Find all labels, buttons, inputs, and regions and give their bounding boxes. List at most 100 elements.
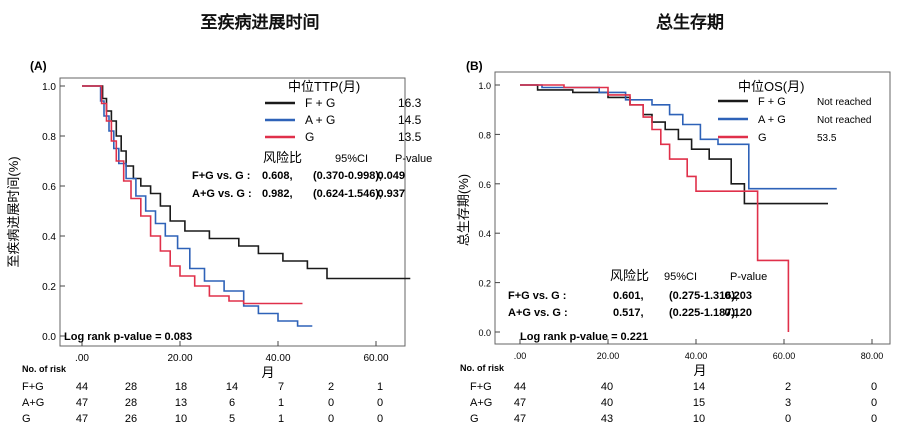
stats-cell: 0.982, — [262, 188, 293, 200]
risk-cell: 15 — [693, 397, 705, 409]
legend-median: Not reached — [817, 97, 871, 108]
legend-median: 14.5 — [398, 113, 422, 127]
legend-label: G — [305, 130, 314, 144]
stats-cell: 0.049 — [377, 170, 405, 182]
risk-cell: 1 — [278, 397, 284, 409]
y-tick-label: 0.6 — [478, 180, 491, 190]
risk-cell: 0 — [328, 397, 334, 409]
risk-cell: 47 — [514, 413, 526, 425]
x-tick-label: .00 — [514, 351, 527, 361]
x-tick-label: 80.00 — [861, 351, 884, 361]
logrank-text: Log rank p-value = 0.221 — [520, 331, 648, 343]
y-tick-label: 1.0 — [42, 82, 56, 93]
chart-b-title: 总生存期 — [656, 13, 724, 33]
chart-b: (B) 0.0 0.2 0.4 0.6 0.8 1.0 .00 20.00 40.00 60.00 8… — [456, 59, 891, 425]
risk-cell: 28 — [125, 397, 137, 409]
y-tick-label: 0.2 — [42, 282, 56, 293]
risk-cell: 14 — [693, 381, 705, 393]
legend-median: 53.5 — [817, 133, 837, 144]
stats-header: 95%CI — [664, 271, 697, 283]
legend-label: G — [758, 132, 767, 144]
chart-a: (A) 0.0 0.2 0.4 0.6 0.8 1.0 .00 20.00 40.00 60.00 至… — [6, 59, 432, 425]
series-line-ag — [520, 84, 837, 190]
y-tick-label: 0.0 — [478, 328, 491, 338]
risk-row-label: A+G — [470, 397, 492, 409]
series-line-ag — [82, 85, 313, 327]
stats-header: 95%CI — [335, 153, 368, 165]
risk-row-label: F+G — [22, 381, 44, 393]
series-line-fg — [82, 85, 411, 280]
stats-cell: A+G vs. G : — [508, 307, 568, 319]
logrank-text: Log rank p-value = 0.083 — [64, 331, 192, 343]
risk-cell: 26 — [125, 413, 137, 425]
chart-a-title: 至疾病进展时间 — [200, 13, 320, 33]
risk-cell: 47 — [76, 413, 88, 425]
y-tick-label: 0.6 — [42, 182, 56, 193]
risk-cell: 18 — [175, 381, 187, 393]
risk-row-label: F+G — [470, 381, 492, 393]
stats-cell: (0.624-1.546), — [313, 188, 382, 200]
legend-median: Not reached — [817, 115, 871, 126]
risk-cell: 2 — [328, 381, 334, 393]
risk-cell: 3 — [785, 397, 791, 409]
stats-header: 风险比 — [610, 268, 649, 283]
risk-cell: 0 — [785, 413, 791, 425]
risk-cell: 2 — [785, 381, 791, 393]
stats-cell: 0.937 — [377, 188, 405, 200]
legend-median: 16.3 — [398, 96, 422, 110]
stats-cell: F+G vs. G : — [192, 170, 250, 182]
risk-cell: 6 — [229, 397, 235, 409]
risk-cell: 0 — [871, 397, 877, 409]
y-axis-label: 至疾病进展时间(%) — [6, 156, 21, 267]
risk-cell: 0 — [871, 413, 877, 425]
risk-cell: 40 — [601, 397, 613, 409]
risk-row-label: G — [470, 413, 479, 425]
risk-cell: 0 — [377, 397, 383, 409]
legend-label: A + G — [305, 113, 335, 127]
risk-cell: 14 — [226, 381, 238, 393]
y-tick-label: 0.0 — [42, 332, 56, 343]
panel-label: (A) — [30, 59, 47, 73]
plot-frame — [59, 77, 406, 347]
risk-cell: 28 — [125, 381, 137, 393]
risk-table-header: No. of risk — [460, 363, 505, 373]
legend-title: 中位OS(月) — [738, 79, 804, 94]
stats-cell: (0.370-0.998), — [313, 170, 382, 182]
y-tick-label: 1.0 — [478, 81, 491, 91]
legend-label: F + G — [758, 96, 786, 108]
legend-title: 中位TTP(月) — [288, 79, 360, 94]
risk-cell: 10 — [175, 413, 187, 425]
risk-cell: 47 — [514, 397, 526, 409]
x-tick-label: .00 — [75, 353, 89, 364]
panel-label: (B) — [466, 59, 483, 73]
x-axis-label: 月 — [261, 365, 274, 380]
y-tick-label: 0.4 — [42, 232, 56, 243]
x-tick-label: 60.00 — [363, 353, 388, 364]
y-tick-label: 0.4 — [478, 229, 491, 239]
stats-cell: 0.517, — [613, 307, 644, 319]
risk-cell: 1 — [278, 413, 284, 425]
risk-cell: 44 — [514, 381, 526, 393]
risk-cell: 44 — [76, 381, 88, 393]
risk-cell: 0 — [871, 381, 877, 393]
x-tick-label: 20.00 — [597, 351, 620, 361]
legend-label: A + G — [758, 114, 786, 126]
y-tick-label: 0.2 — [478, 279, 491, 289]
series-line-g — [82, 85, 303, 305]
risk-row-label: G — [22, 413, 31, 425]
risk-cell: 0 — [377, 413, 383, 425]
risk-cell: 1 — [377, 381, 383, 393]
stats-cell: 0.601, — [613, 290, 644, 302]
risk-cell: 7 — [278, 381, 284, 393]
stats-cell: (0.275-1.316), — [669, 290, 738, 302]
stats-cell: 0.608, — [262, 170, 293, 182]
x-tick-label: 20.00 — [167, 353, 192, 364]
risk-row-label: A+G — [22, 397, 44, 409]
risk-cell: 13 — [175, 397, 187, 409]
stats-cell: F+G vs. G : — [508, 290, 566, 302]
stats-header: 风险比 — [263, 150, 302, 165]
risk-cell: 40 — [601, 381, 613, 393]
stats-header: P-value — [730, 271, 767, 283]
x-tick-label: 40.00 — [685, 351, 708, 361]
